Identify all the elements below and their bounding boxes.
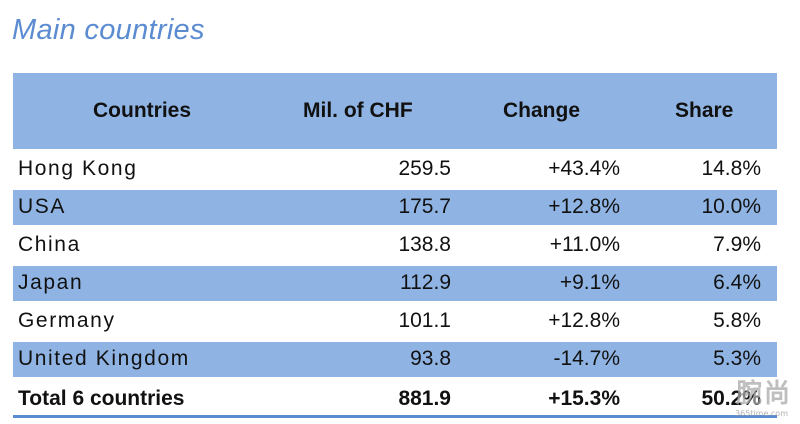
page-title: Main countries <box>12 14 205 46</box>
cell-country: Japan <box>18 271 84 294</box>
cell-country: Hong Kong <box>18 157 138 180</box>
cell-value: 112.9 <box>400 271 451 294</box>
header-change: Change <box>503 99 581 122</box>
countries-table: Countries Mil. of CHF Change Share Hong … <box>13 73 777 418</box>
cell-share: 5.8% <box>713 309 761 332</box>
cell-value: 175.7 <box>398 195 451 218</box>
cell-change: +11.0% <box>549 233 620 256</box>
cell-share: 5.3% <box>713 347 761 370</box>
total-value: 881.9 <box>398 387 451 410</box>
cell-country: China <box>18 233 81 256</box>
cell-country: United Kingdom <box>18 347 190 370</box>
total-label: Total 6 countries <box>18 387 185 410</box>
header-value: Mil. of CHF <box>303 99 413 122</box>
cell-share: 7.9% <box>713 233 761 256</box>
table-row: China 138.8 +11.0% 7.9% <box>13 228 777 266</box>
cell-country: USA <box>18 195 66 218</box>
watermark-url: 365time.com <box>735 409 788 418</box>
total-row: Total 6 countries 881.9 +15.3% 50.2% <box>13 380 777 418</box>
table-header: Countries Mil. of CHF Change Share <box>13 73 777 152</box>
table-row: United Kingdom 93.8 -14.7% 5.3% <box>13 342 777 380</box>
cell-change: -14.7% <box>553 347 620 370</box>
cell-share: 14.8% <box>701 157 761 180</box>
cell-country: Germany <box>18 309 116 332</box>
cell-share: 6.4% <box>713 271 761 294</box>
header-share: Share <box>675 99 734 122</box>
cell-change: +12.8% <box>548 195 620 218</box>
watermark-logo: 腕尚 <box>735 379 792 409</box>
table-row: Hong Kong 259.5 +43.4% 14.8% <box>13 152 777 190</box>
cell-change: +43.4% <box>548 157 620 180</box>
cell-change: +9.1% <box>559 271 620 294</box>
cell-share: 10.0% <box>701 195 761 218</box>
header-countries: Countries <box>93 99 192 122</box>
table-row: Japan 112.9 +9.1% 6.4% <box>13 266 777 304</box>
cell-value: 93.8 <box>410 347 451 370</box>
table-row: Germany 101.1 +12.8% 5.8% <box>13 304 777 342</box>
cell-value: 259.5 <box>398 157 451 180</box>
cell-value: 138.8 <box>398 233 451 256</box>
cell-change: +12.8% <box>548 309 620 332</box>
cell-value: 101.1 <box>398 309 451 332</box>
total-share: 50.2% <box>701 387 761 410</box>
total-change: +15.3% <box>548 387 620 410</box>
table-row: USA 175.7 +12.8% 10.0% <box>13 190 777 228</box>
